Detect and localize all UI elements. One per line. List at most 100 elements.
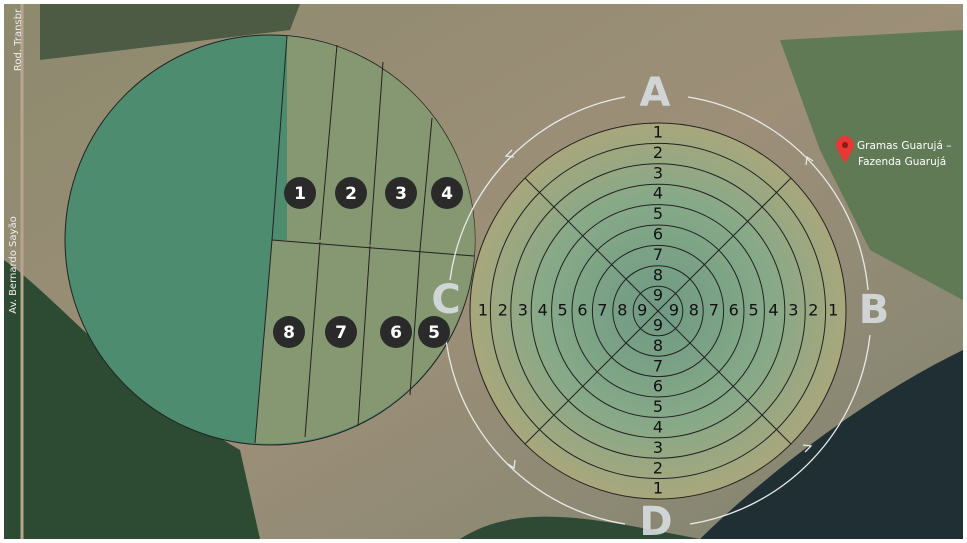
ring-number: 3 bbox=[518, 301, 528, 320]
arrow-head bbox=[504, 149, 515, 158]
rotation-arrows bbox=[444, 96, 871, 525]
plot-number: 2 bbox=[345, 184, 357, 204]
ring-number: 8 bbox=[653, 265, 663, 284]
ring-number: 1 bbox=[828, 301, 838, 320]
field-dark bbox=[40, 4, 300, 60]
arrow-arc bbox=[687, 96, 869, 291]
ring-number: 6 bbox=[653, 377, 663, 396]
plot-line bbox=[357, 245, 371, 427]
arrow-head bbox=[507, 459, 516, 470]
direction-label: D bbox=[639, 499, 672, 543]
plot-line bbox=[271, 239, 475, 257]
arrow-arc bbox=[449, 96, 626, 281]
ring-number: 1 bbox=[478, 301, 488, 320]
plot-line bbox=[271, 35, 288, 241]
lake bbox=[700, 350, 963, 539]
ring bbox=[530, 183, 786, 439]
ring-number: 7 bbox=[597, 301, 607, 320]
ring-number: 8 bbox=[617, 301, 627, 320]
ring-number: 2 bbox=[808, 301, 818, 320]
ring-number: 7 bbox=[653, 245, 663, 264]
ring-number: 8 bbox=[653, 336, 663, 355]
arrow-head bbox=[802, 444, 813, 453]
ring-number: 3 bbox=[788, 301, 798, 320]
ring-number: 3 bbox=[653, 163, 663, 182]
plot-badge bbox=[385, 177, 417, 209]
ring-number: 6 bbox=[577, 301, 587, 320]
plot-line bbox=[304, 241, 321, 438]
ring-number: 9 bbox=[653, 316, 663, 335]
plot-line bbox=[319, 44, 338, 241]
plot-badge bbox=[431, 177, 463, 209]
ring bbox=[591, 244, 725, 378]
road-label: Av. Bernardo Sayão bbox=[8, 216, 19, 313]
ring-number: 4 bbox=[653, 184, 663, 203]
place-marker-dot bbox=[842, 142, 848, 148]
ring-number: 5 bbox=[749, 301, 759, 320]
plot-number: 7 bbox=[335, 323, 347, 343]
ring-number: 5 bbox=[558, 301, 568, 320]
plot-number: 8 bbox=[283, 323, 295, 343]
plot-badge bbox=[418, 316, 450, 348]
ring-number: 5 bbox=[653, 204, 663, 223]
plot-badge bbox=[335, 177, 367, 209]
plot-badge bbox=[380, 316, 412, 348]
plot-line bbox=[254, 239, 273, 444]
place-name[interactable]: Gramas Guarujá – bbox=[857, 140, 952, 152]
forest-strip bbox=[460, 516, 700, 539]
road-label: Rod. Transbr bbox=[13, 8, 24, 71]
ring bbox=[571, 224, 745, 398]
plot-number: 5 bbox=[428, 323, 440, 343]
ring-number: 2 bbox=[653, 143, 663, 162]
plot-badge bbox=[325, 316, 357, 348]
ring-number: 6 bbox=[653, 225, 663, 244]
direction-label: C bbox=[431, 277, 460, 323]
ring-number: 4 bbox=[538, 301, 548, 320]
ring bbox=[551, 204, 765, 418]
plot-number: 4 bbox=[441, 184, 453, 204]
plot-number: 1 bbox=[294, 184, 306, 204]
plot-badge bbox=[284, 177, 316, 209]
ring-number: 1 bbox=[653, 479, 663, 498]
plot-lines bbox=[254, 35, 475, 444]
ring-number: 8 bbox=[689, 301, 699, 320]
ring-number: 9 bbox=[669, 301, 679, 320]
ring-number: 5 bbox=[653, 397, 663, 416]
plot-badge bbox=[273, 316, 305, 348]
plots-area bbox=[255, 36, 475, 444]
ring bbox=[510, 163, 806, 459]
ring-number: 2 bbox=[498, 301, 508, 320]
plot-number: 6 bbox=[390, 323, 402, 343]
ring-number: 9 bbox=[637, 301, 647, 320]
radial-lines bbox=[524, 177, 792, 445]
arrow-arc bbox=[444, 329, 626, 525]
ring bbox=[612, 265, 704, 357]
ring-number: 4 bbox=[768, 301, 778, 320]
direction-label: A bbox=[640, 70, 671, 116]
ring-number: 7 bbox=[709, 301, 719, 320]
arrow-arc bbox=[689, 334, 871, 525]
place-name[interactable]: Fazenda Guarujá bbox=[858, 156, 946, 168]
ring bbox=[489, 142, 827, 480]
ring-number: 1 bbox=[653, 123, 663, 142]
direction-label: B bbox=[859, 287, 890, 333]
plot-line bbox=[409, 249, 421, 396]
ring-number: 7 bbox=[653, 356, 663, 375]
farm-area bbox=[780, 30, 963, 300]
rings bbox=[489, 142, 827, 480]
plot-line bbox=[369, 61, 384, 246]
ring-number: 3 bbox=[653, 438, 663, 457]
ring-number: 9 bbox=[653, 286, 663, 305]
plot-number: 3 bbox=[395, 184, 407, 204]
ring-number: 4 bbox=[653, 418, 663, 437]
ring-number: 2 bbox=[653, 458, 663, 477]
ring bbox=[632, 285, 684, 337]
place-marker[interactable] bbox=[836, 136, 854, 163]
arrow-head bbox=[805, 155, 814, 166]
radial-line bbox=[524, 177, 792, 445]
ring-number: 6 bbox=[729, 301, 739, 320]
plot-line bbox=[419, 117, 433, 251]
forest bbox=[4, 260, 260, 539]
